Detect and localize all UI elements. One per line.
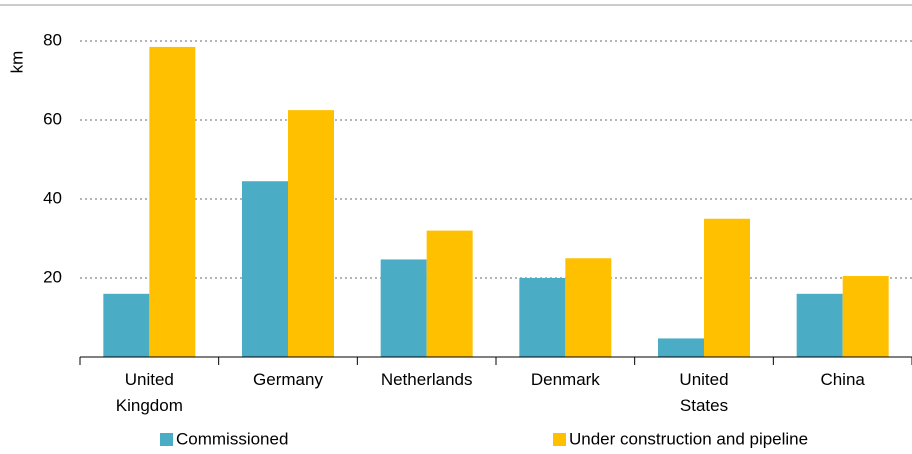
bar (842, 276, 889, 357)
bar (565, 258, 612, 357)
x-tick-label: United Kingdom (116, 370, 183, 415)
x-tick-label: United States (679, 370, 728, 415)
bar (519, 278, 566, 357)
y-tick-label: 40 (43, 188, 62, 207)
bar (704, 218, 750, 357)
y-axis-label: km (7, 51, 26, 74)
x-tick-label: Germany (253, 370, 323, 389)
bar (658, 338, 704, 357)
legend-swatch (553, 433, 566, 446)
y-tick-label: 20 (43, 267, 62, 286)
legend-swatch (160, 433, 173, 446)
bar (426, 230, 473, 357)
y-tick-label: 80 (43, 30, 62, 49)
bar (288, 110, 334, 357)
bar (103, 293, 150, 357)
bar (242, 181, 288, 357)
y-tick-label: 60 (43, 109, 62, 128)
x-tick-label: China (820, 370, 865, 389)
x-tick-label: Netherlands (381, 370, 473, 389)
legend-label: Under construction and pipeline (569, 429, 808, 448)
legend-label: Commissioned (176, 429, 288, 448)
x-tick-label: Denmark (531, 370, 600, 389)
bar (796, 293, 843, 357)
bar (380, 259, 427, 357)
bar (149, 46, 196, 358)
